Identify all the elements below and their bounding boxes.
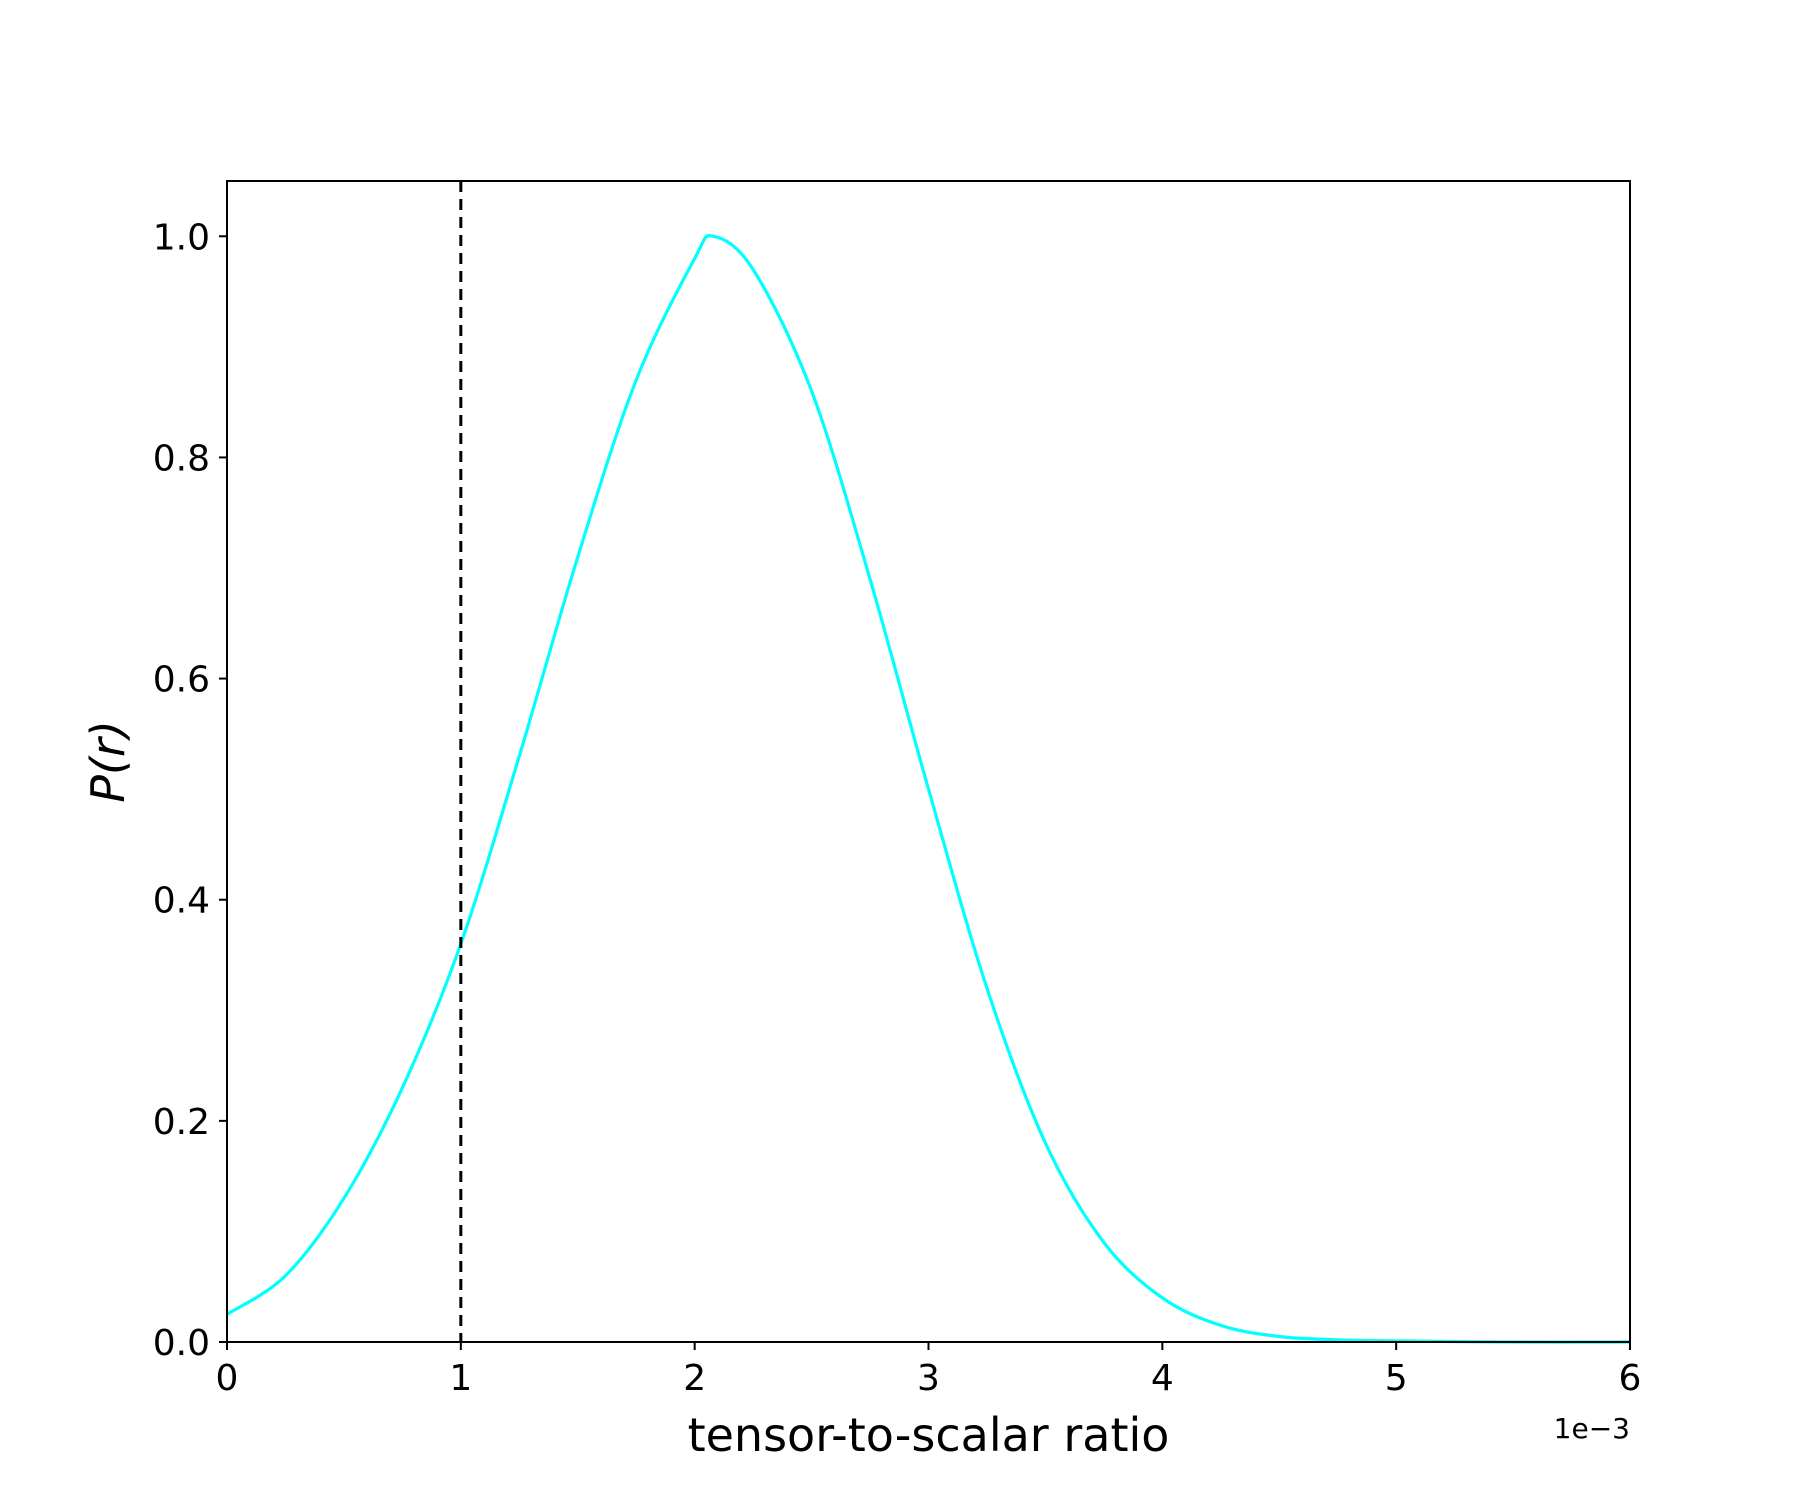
y-tick-label: 1.0	[153, 217, 210, 258]
y-tick-label: 0.8	[153, 438, 210, 479]
plot-area	[226, 181, 1631, 1344]
x-tick-label: 6	[1619, 1358, 1642, 1399]
x-tick-label: 3	[917, 1358, 940, 1399]
y-axis-label: P(r)	[81, 720, 135, 803]
y-tick-label: 0.2	[153, 1102, 210, 1143]
x-tick-label: 5	[1385, 1358, 1408, 1399]
axis-ticks: 0 1 2 3 4 5 6 0.0 0.2 0.4 0.6 0.8 1.0	[153, 217, 1642, 1399]
x-tick-label: 4	[1151, 1358, 1174, 1399]
y-tick-label: 0.0	[153, 1323, 210, 1364]
y-tick-label: 0.4	[153, 881, 210, 922]
x-tick-label: 0	[216, 1358, 239, 1399]
x-axis-offset-label: 1e−3	[1554, 1412, 1630, 1445]
x-axis-label: tensor-to-scalar ratio	[688, 1408, 1170, 1462]
x-tick-label: 1	[449, 1358, 472, 1399]
x-tick-label: 2	[683, 1358, 706, 1399]
y-tick-label: 0.6	[153, 660, 210, 701]
